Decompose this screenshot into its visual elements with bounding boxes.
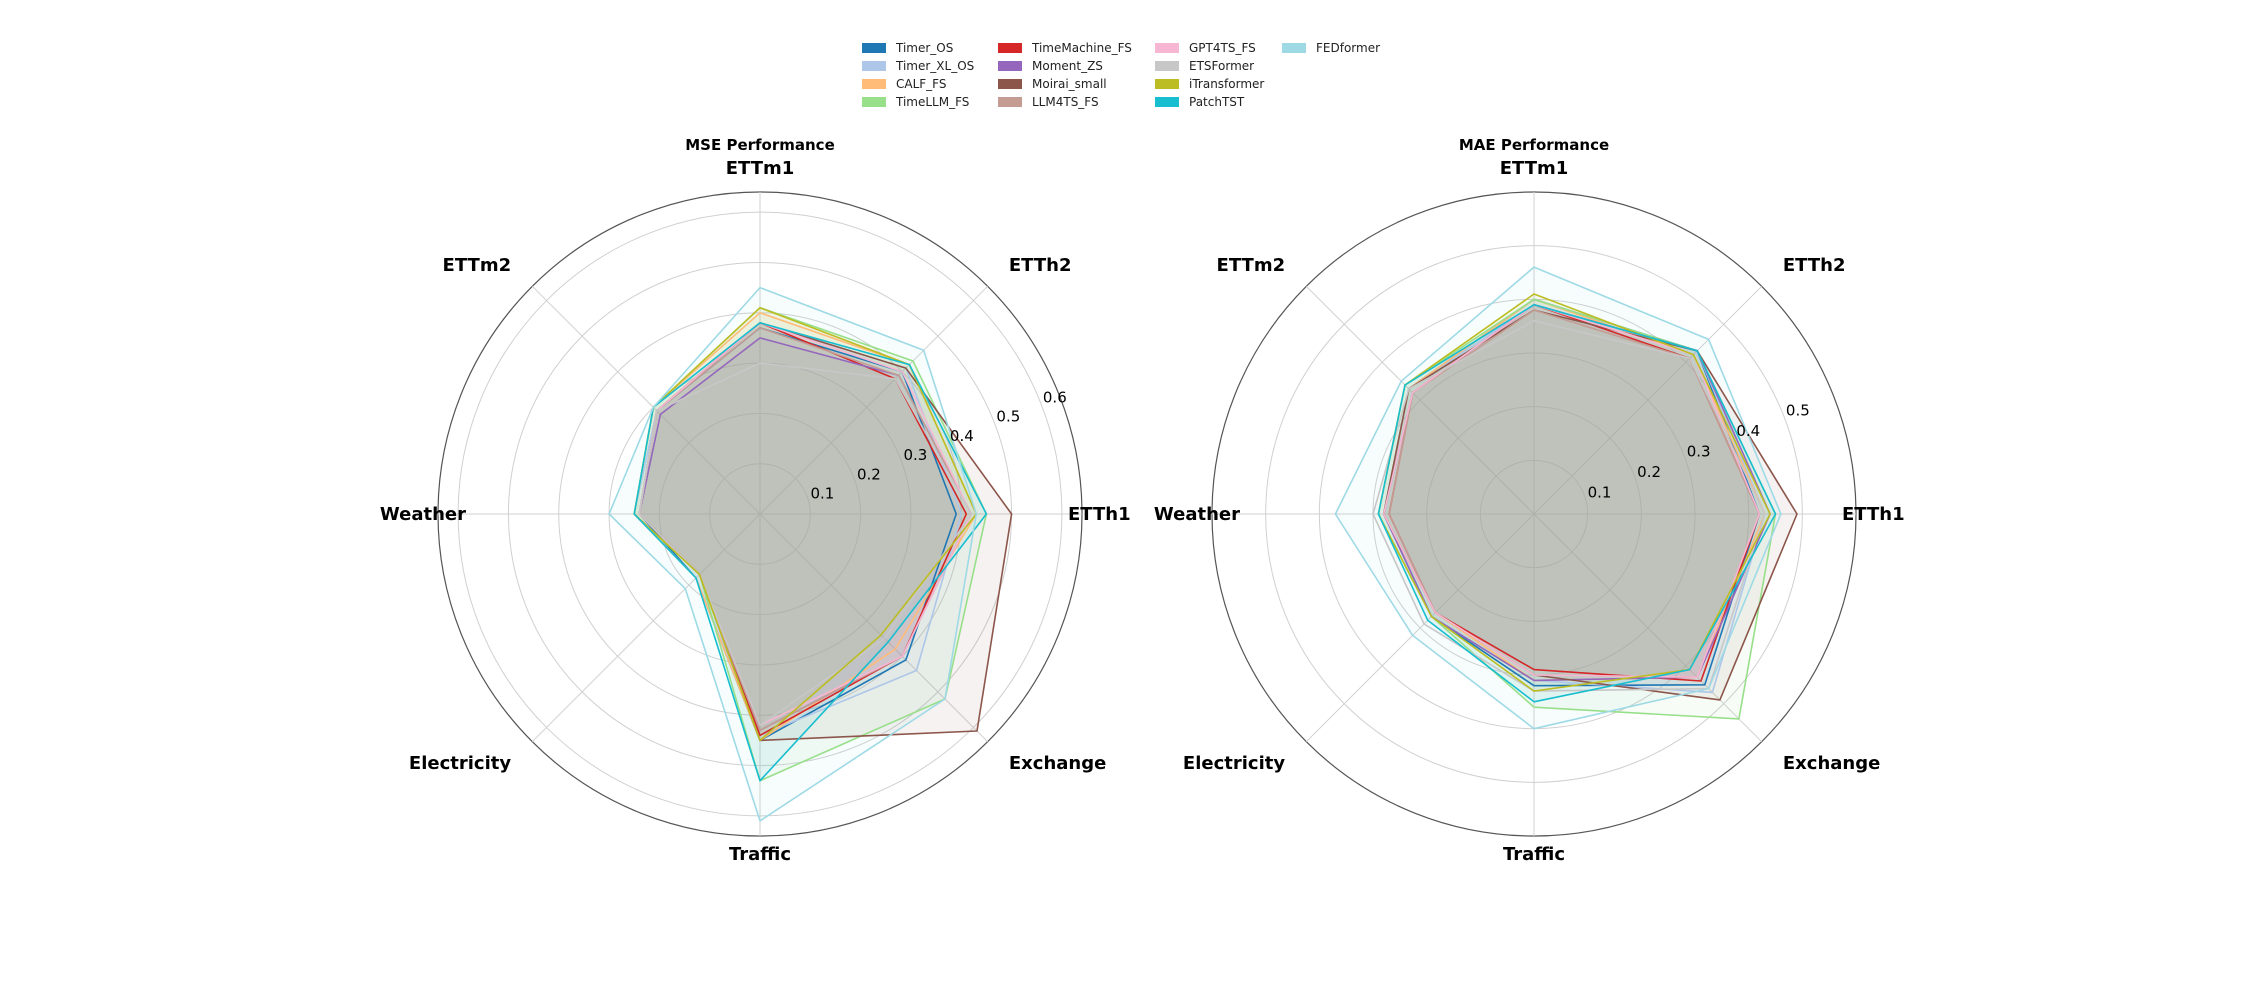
- axis-label-etth2: ETTh2: [1009, 255, 1072, 276]
- series-line: [1334, 266, 1782, 730]
- legend-label: GPT4TS_FS: [1189, 41, 1256, 55]
- axis-spoke: [531, 513, 761, 743]
- axis-spoke: [759, 513, 989, 743]
- axis-label-ettm2: ETTm2: [1217, 255, 1286, 276]
- legend-swatch: [998, 43, 1022, 53]
- series-fill: [1378, 294, 1771, 692]
- legend-swatch: [1155, 79, 1179, 89]
- series-fill: [634, 322, 987, 781]
- legend-label: iTransformer: [1189, 77, 1265, 91]
- axis-label-etth1: ETTh1: [1842, 504, 1905, 525]
- axis-label-electricity: Electricity: [1183, 753, 1285, 774]
- legend-label: Moirai_small: [1032, 77, 1107, 91]
- legend-label: Timer_OS: [896, 41, 954, 55]
- series-fill: [1335, 267, 1781, 729]
- series-fill: [1389, 304, 1760, 681]
- series-fill: [1383, 310, 1797, 700]
- axis-spoke: [1533, 285, 1763, 515]
- legend-label: FEDformer: [1316, 41, 1381, 55]
- axis-label-weather: Weather: [380, 504, 466, 525]
- mse-radar-chart: MSE Performance 0.1 0.2 0.3 0.4 0.5 0.6 ETTh1 ET…: [380, 136, 1131, 865]
- series-fill: [1383, 304, 1760, 678]
- axis-label-ettm2: ETTm2: [443, 255, 512, 276]
- legend-swatch: [998, 61, 1022, 71]
- radial-tick-label: 0.1: [1588, 483, 1612, 501]
- chart-title: MAE Performance: [1459, 136, 1609, 154]
- radial-tick-label: 0.3: [903, 446, 927, 464]
- series-fill: [1389, 310, 1760, 678]
- axis-label-weather: Weather: [1154, 504, 1240, 525]
- legend-label: LLM4TS_FS: [1032, 95, 1099, 109]
- series-line: [608, 286, 978, 822]
- legend-swatch: [1155, 97, 1179, 107]
- series-fill: [1373, 320, 1765, 692]
- series-fill: [634, 322, 962, 736]
- chart-title: MSE Performance: [685, 136, 835, 154]
- axis-label-traffic: Traffic: [1503, 844, 1565, 865]
- series-line: [1372, 319, 1766, 692]
- radial-tick-label: 0.4: [950, 427, 974, 445]
- legend-label: CALF_FS: [896, 77, 947, 91]
- axis-label-ettm1: ETTm1: [726, 158, 795, 179]
- series-fill: [1383, 304, 1771, 681]
- legend-label: Timer_XL_OS: [896, 59, 975, 73]
- radial-tick-label: 0.2: [1637, 463, 1661, 481]
- radial-tick-label: 0.5: [1786, 401, 1810, 419]
- series-fill: [1383, 299, 1765, 681]
- series-fill: [634, 307, 977, 741]
- chart-legend: Timer_OS Timer_XL_OS CALF_FS TimeLLM_FS Time…: [862, 40, 1422, 112]
- legend-swatch: [862, 79, 886, 89]
- legend-swatch: [862, 43, 886, 53]
- series-fill: [639, 322, 1012, 741]
- series-fill: [639, 363, 972, 726]
- axis-spoke: [1305, 285, 1535, 515]
- legend-swatch: [1155, 43, 1179, 53]
- axis-label-exchange: Exchange: [1783, 753, 1880, 774]
- axis-label-electricity: Electricity: [409, 753, 511, 774]
- axis-label-ettm1: ETTm1: [1500, 158, 1569, 179]
- axis-spoke: [1533, 513, 1763, 743]
- series-fill: [634, 312, 977, 741]
- radial-tick-label: 0.3: [1687, 442, 1711, 460]
- axis-label-etth1: ETTh1: [1068, 504, 1131, 525]
- radial-tick-label: 0.6: [1043, 388, 1067, 406]
- series-fill: [634, 307, 987, 781]
- axis-label-traffic: Traffic: [729, 844, 791, 865]
- legend-swatch: [862, 61, 886, 71]
- legend-label: TimeLLM_FS: [896, 95, 970, 109]
- axis-label-etth2: ETTh2: [1783, 255, 1846, 276]
- series-line: [1377, 303, 1777, 703]
- radial-tick-label: 0.2: [857, 465, 881, 483]
- legend-label: PatchTST: [1189, 95, 1245, 109]
- mae-radar-chart: MAE Performance 0.1 0.2 0.3 0.4 0.5 ETTh1 ETTh2…: [1154, 136, 1905, 865]
- legend-swatch: [1282, 43, 1306, 53]
- legend-swatch: [862, 97, 886, 107]
- legend-label: ETSFormer: [1189, 59, 1255, 73]
- axis-spoke: [759, 285, 989, 515]
- axis-spoke: [531, 285, 761, 515]
- legend-swatch: [998, 79, 1022, 89]
- axis-label-exchange: Exchange: [1009, 753, 1106, 774]
- series-fill: [1378, 304, 1776, 702]
- radial-tick-label: 0.5: [996, 408, 1020, 426]
- legend-label: TimeMachine_FS: [1032, 41, 1132, 55]
- legend-label: Moment_ZS: [1032, 59, 1103, 73]
- radial-tick-label: 0.1: [810, 485, 834, 503]
- series-fill: [609, 287, 977, 821]
- series-fill: [639, 327, 957, 741]
- radial-tick-label: 0.4: [1736, 422, 1760, 440]
- series-fill: [1383, 304, 1765, 693]
- series-line: [633, 321, 988, 782]
- legend-swatch: [1155, 61, 1179, 71]
- series-fill: [639, 322, 967, 736]
- series-fill: [1383, 299, 1760, 686]
- legend-swatch: [998, 97, 1022, 107]
- series-fill: [1378, 299, 1776, 719]
- axis-spoke: [1305, 513, 1535, 743]
